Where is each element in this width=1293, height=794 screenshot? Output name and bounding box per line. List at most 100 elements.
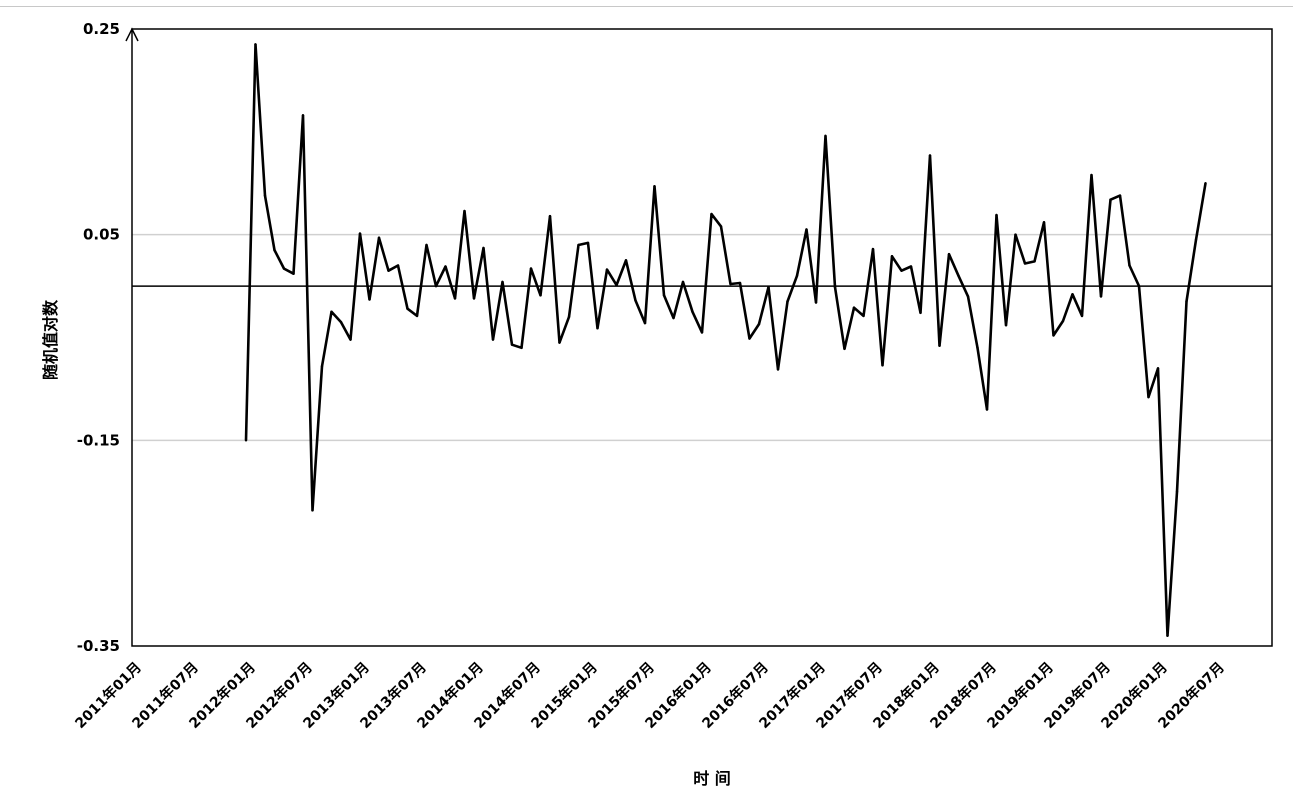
y-tick-label: 0.25 <box>83 20 120 38</box>
data-point <box>396 264 400 267</box>
data-point <box>719 225 723 228</box>
data-point <box>862 314 865 318</box>
data-point <box>330 310 333 313</box>
data-point <box>662 294 666 297</box>
plot-area-frame <box>131 28 1273 647</box>
data-point <box>681 280 685 284</box>
data-point <box>1099 295 1103 298</box>
data-point <box>976 346 979 349</box>
data-point <box>244 439 248 442</box>
data-point <box>472 297 476 300</box>
data-point <box>1166 634 1169 637</box>
data-point <box>311 509 314 512</box>
data-point <box>767 285 770 289</box>
data-point <box>890 255 894 258</box>
data-point <box>529 267 533 270</box>
data-point <box>1147 395 1150 399</box>
data-point <box>1118 194 1122 197</box>
data-series-line <box>244 43 1207 638</box>
data-point <box>548 214 552 218</box>
data-point <box>577 243 580 247</box>
data-point <box>852 306 856 309</box>
data-point <box>567 315 571 319</box>
data-point <box>425 243 428 247</box>
data-point <box>463 209 466 213</box>
data-point <box>1080 314 1084 318</box>
data-point <box>510 343 514 346</box>
data-point <box>814 301 818 304</box>
data-point <box>444 265 447 268</box>
data-point <box>700 331 704 334</box>
data-point <box>1175 490 1179 493</box>
data-point <box>776 368 780 371</box>
data-point <box>1185 300 1188 303</box>
y-axis-arrow-icon <box>125 27 139 42</box>
data-point <box>368 298 371 301</box>
data-point <box>710 212 713 216</box>
data-point <box>1090 173 1093 177</box>
data-point <box>586 241 590 245</box>
data-point <box>947 253 951 256</box>
data-point <box>615 283 618 287</box>
data-point <box>843 347 846 351</box>
data-point <box>738 281 742 285</box>
data-point <box>558 341 561 344</box>
data-point <box>748 337 751 340</box>
data-point <box>900 269 903 272</box>
data-point <box>1071 293 1074 296</box>
data-point <box>928 154 932 157</box>
data-point <box>434 284 438 288</box>
data-point <box>1194 238 1198 242</box>
data-point <box>358 232 362 235</box>
data-point <box>691 310 694 313</box>
top-divider <box>0 6 1293 7</box>
data-point <box>985 408 989 411</box>
data-point <box>1137 284 1141 288</box>
y-tick-label: -0.35 <box>77 637 120 655</box>
data-point <box>1023 262 1027 265</box>
data-point <box>1033 260 1036 263</box>
data-point <box>415 314 419 318</box>
data-point <box>1014 233 1017 236</box>
data-point <box>957 274 960 277</box>
data-point <box>805 228 808 231</box>
data-point <box>1061 319 1065 323</box>
y-tick-label: 0.05 <box>83 226 120 244</box>
data-point <box>282 267 286 270</box>
data-point <box>320 365 324 368</box>
y-tick-label: -0.15 <box>77 431 120 449</box>
data-point <box>292 272 295 275</box>
data-point <box>406 307 409 310</box>
data-point <box>757 322 761 326</box>
data-point <box>254 43 257 46</box>
data-point <box>871 247 875 251</box>
x-axis-title: 时 间 <box>693 769 731 788</box>
data-points <box>244 43 1207 637</box>
data-point <box>539 294 542 297</box>
data-point <box>824 134 827 138</box>
data-point <box>1042 221 1046 224</box>
data-point <box>786 300 789 303</box>
data-point <box>1156 367 1160 370</box>
data-point <box>501 280 504 284</box>
gridlines <box>132 233 1272 442</box>
y-axis-title: 随机值对数 <box>41 299 60 380</box>
data-point <box>653 185 656 188</box>
data-point <box>909 265 913 268</box>
data-point <box>919 311 922 315</box>
data-point <box>833 285 837 289</box>
data-point <box>491 338 495 341</box>
data-point <box>729 282 732 286</box>
data-point <box>624 259 628 262</box>
data-point <box>349 338 352 341</box>
data-point <box>1128 264 1131 267</box>
data-point <box>1004 323 1008 327</box>
data-point <box>263 194 267 197</box>
data-point <box>596 327 599 330</box>
data-point <box>643 321 647 325</box>
data-point <box>605 268 609 271</box>
data-point <box>634 299 637 302</box>
data-point <box>1109 198 1112 201</box>
data-point <box>339 320 343 324</box>
